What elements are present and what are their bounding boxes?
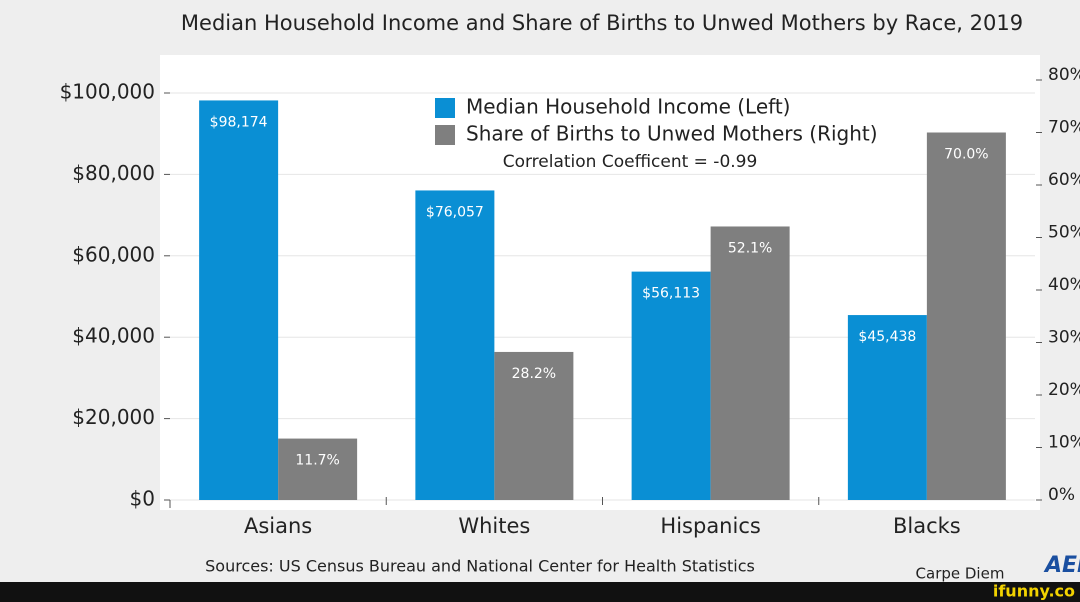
bar: [926, 132, 1006, 500]
annotation: Correlation Coefficent = -0.99: [503, 152, 758, 172]
bar: [847, 315, 927, 500]
value-label: $98,174: [210, 114, 268, 130]
y2-tick-label: 0%: [1048, 485, 1075, 505]
value-label: 28.2%: [512, 366, 556, 382]
bar: [631, 271, 711, 500]
watermark-bar: [0, 582, 1080, 602]
x-tick-label: Hispanics: [660, 514, 760, 538]
watermark: ifunny.co: [993, 582, 1075, 601]
legend-label: Share of Births to Unwed Mothers (Right): [466, 122, 878, 146]
legend-swatch: [435, 125, 455, 145]
y2-tick-label: 30%: [1048, 328, 1080, 348]
y-tick-label: $40,000: [72, 324, 155, 348]
x-tick-label: Asians: [244, 514, 312, 538]
value-label: 52.1%: [728, 240, 772, 256]
x-tick-label: Whites: [458, 514, 530, 538]
y2-tick-label: 60%: [1048, 170, 1080, 190]
y2-tick-label: 40%: [1048, 275, 1080, 295]
y2-tick-label: 20%: [1048, 380, 1080, 400]
value-label: 11.7%: [295, 453, 339, 469]
y-tick-label: $20,000: [72, 405, 155, 429]
y-tick-label: $60,000: [72, 242, 155, 266]
bar: [494, 351, 574, 500]
value-label: $76,057: [426, 204, 484, 220]
bar: [278, 438, 358, 500]
value-label: 70.0%: [944, 147, 988, 163]
logo: AEI: [1043, 553, 1080, 578]
credit: Carpe Diem: [916, 565, 1005, 583]
bar: [710, 226, 790, 500]
y-tick-label: $100,000: [60, 80, 155, 104]
y2-tick-label: 50%: [1048, 223, 1080, 243]
chart-title: Median Household Income and Share of Bir…: [181, 11, 1023, 35]
y-tick-label: $0: [130, 487, 155, 511]
legend-label: Median Household Income (Left): [466, 95, 790, 119]
x-tick-label: Blacks: [893, 514, 961, 538]
legend-swatch: [435, 98, 455, 118]
y-tick-label: $80,000: [72, 161, 155, 185]
value-label: $45,438: [858, 329, 916, 345]
value-label: $56,113: [642, 286, 700, 302]
bar: [415, 190, 495, 501]
source: Sources: US Census Bureau and National C…: [205, 557, 755, 576]
bar: [199, 100, 279, 500]
y2-tick-label: 80%: [1048, 65, 1080, 85]
y2-tick-label: 70%: [1048, 118, 1080, 138]
y2-tick-label: 10%: [1048, 433, 1080, 453]
